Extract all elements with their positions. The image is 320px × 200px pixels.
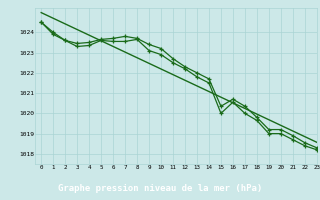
Text: Graphe pression niveau de la mer (hPa): Graphe pression niveau de la mer (hPa) <box>58 184 262 193</box>
